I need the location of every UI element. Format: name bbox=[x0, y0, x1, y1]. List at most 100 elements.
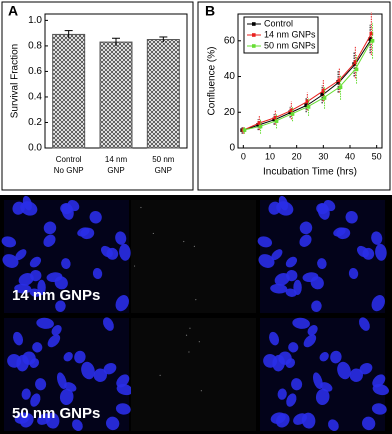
bar bbox=[99, 41, 133, 149]
nucleus bbox=[277, 388, 287, 400]
nucleus bbox=[29, 358, 40, 368]
point bbox=[257, 121, 262, 125]
nucleus bbox=[45, 412, 60, 429]
nucleus bbox=[18, 273, 34, 286]
nucleus bbox=[22, 195, 33, 211]
y-tick-label: 0.2 bbox=[28, 117, 42, 128]
particle bbox=[200, 390, 202, 392]
nucleus bbox=[371, 231, 383, 245]
y-tick-label: 1.0 bbox=[28, 15, 42, 26]
x-axis-label: Incubation Time (hrs) bbox=[263, 167, 357, 178]
nucleus bbox=[285, 256, 298, 268]
nucleus bbox=[103, 362, 117, 375]
point bbox=[338, 85, 343, 90]
nucleus bbox=[333, 227, 346, 237]
nucleus bbox=[54, 276, 68, 290]
nucleus bbox=[291, 378, 303, 391]
nucleus bbox=[30, 393, 41, 407]
nucleus bbox=[362, 416, 376, 431]
nucleus bbox=[269, 331, 280, 346]
nucleus bbox=[61, 258, 71, 270]
nucleus bbox=[258, 254, 275, 268]
x-tick-label: GNP bbox=[107, 166, 124, 175]
particle bbox=[183, 240, 185, 243]
panel-label: B bbox=[205, 3, 215, 19]
nucleus bbox=[100, 245, 113, 258]
nucleus bbox=[292, 317, 310, 329]
nucleus bbox=[12, 201, 25, 215]
nucleus bbox=[93, 368, 108, 382]
bar bbox=[146, 39, 180, 149]
legend-label: Control bbox=[264, 18, 293, 28]
nucleus bbox=[320, 382, 333, 392]
y-tick-label: 0.4 bbox=[28, 92, 42, 103]
nucleus bbox=[51, 325, 62, 336]
nucleus bbox=[285, 358, 296, 368]
nucleus bbox=[2, 254, 19, 268]
nucleus bbox=[274, 273, 290, 286]
nucleus bbox=[349, 368, 364, 382]
x-tick-label: 50 bbox=[372, 151, 382, 161]
x-tick-label: 10 bbox=[265, 151, 275, 161]
nucleus bbox=[348, 267, 359, 280]
nucleus bbox=[311, 300, 322, 312]
point bbox=[353, 60, 358, 65]
legend-marker bbox=[252, 44, 256, 48]
nucleus bbox=[106, 416, 120, 431]
nucleus bbox=[303, 334, 317, 348]
nucleus bbox=[337, 361, 351, 380]
nucleus bbox=[319, 352, 329, 362]
nucleus bbox=[81, 361, 95, 380]
nucleus bbox=[32, 342, 43, 353]
point bbox=[321, 89, 326, 93]
nucleus bbox=[21, 388, 31, 400]
nucleus bbox=[19, 413, 34, 428]
point bbox=[274, 119, 279, 123]
nucleus bbox=[74, 350, 86, 364]
nucleus bbox=[317, 258, 327, 270]
nucleus bbox=[14, 283, 32, 294]
point bbox=[354, 67, 359, 72]
nucleus bbox=[63, 352, 73, 362]
nucleus bbox=[301, 412, 316, 429]
row-label: 50 nm GNPs bbox=[12, 405, 100, 422]
panel-b-frame bbox=[197, 1, 391, 191]
particle bbox=[193, 245, 195, 247]
bar bbox=[52, 33, 86, 149]
nucleus bbox=[92, 267, 103, 280]
nucleus bbox=[29, 256, 42, 268]
y-tick-label: 0.8 bbox=[28, 41, 42, 52]
nucleus bbox=[43, 221, 57, 235]
legend-label: 50 nm GNPs bbox=[264, 40, 316, 50]
point bbox=[370, 39, 375, 43]
panel-label: A bbox=[8, 3, 18, 19]
nucleus bbox=[310, 276, 324, 290]
nucleus bbox=[43, 234, 56, 247]
point bbox=[337, 78, 342, 82]
nucleus bbox=[345, 210, 358, 224]
micrograph bbox=[260, 318, 385, 431]
nucleus bbox=[115, 295, 129, 312]
x-tick-label: Control bbox=[56, 155, 82, 164]
nucleus bbox=[77, 227, 90, 237]
nucleus bbox=[64, 382, 77, 392]
point bbox=[242, 128, 247, 132]
nucleus bbox=[116, 374, 130, 388]
nucleus bbox=[35, 378, 47, 391]
point bbox=[368, 37, 372, 41]
nucleus bbox=[307, 325, 318, 336]
micrograph bbox=[4, 318, 129, 431]
nucleus bbox=[278, 195, 289, 211]
point bbox=[322, 96, 327, 100]
nucleus bbox=[375, 243, 387, 261]
nucleus bbox=[13, 331, 24, 346]
nucleus bbox=[328, 419, 339, 432]
particle bbox=[189, 327, 191, 329]
nucleus bbox=[29, 288, 41, 297]
nucleus bbox=[1, 236, 17, 248]
point bbox=[320, 92, 324, 97]
nucleus bbox=[102, 317, 114, 331]
x-tick-label: No GNP bbox=[54, 166, 84, 175]
y-tick-label: 40 bbox=[224, 71, 236, 82]
